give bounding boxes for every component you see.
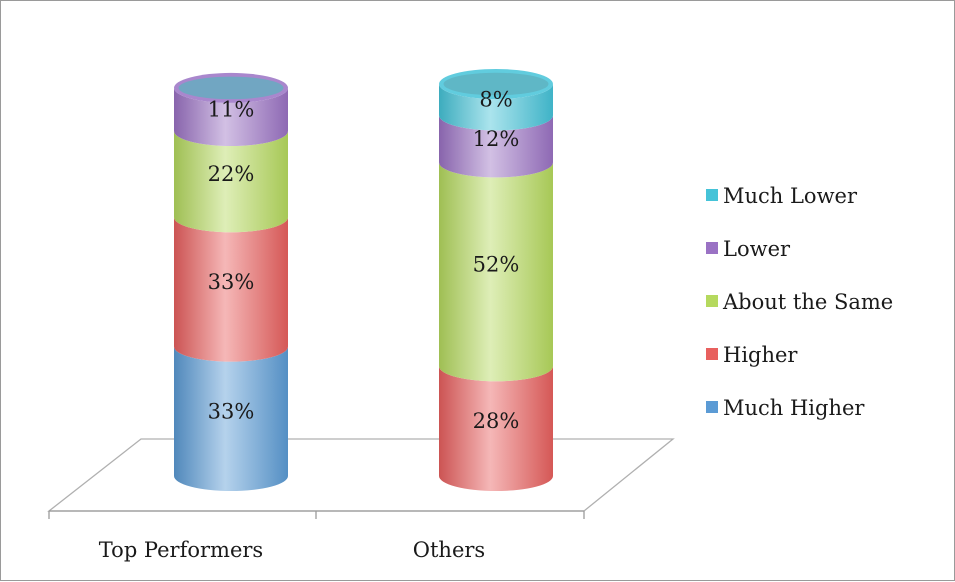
bar-segment-top-performers-about-the-same	[174, 131, 288, 233]
data-label-top-performers-much-higher: 33%	[208, 399, 255, 423]
bar-others	[439, 69, 553, 491]
bar-segment-top-performers-lower	[174, 87, 288, 147]
data-labels-layer: 33% 33% 22% 11% 28% 52% 12% 8%	[208, 88, 520, 433]
data-label-top-performers-higher: 33%	[208, 270, 255, 294]
legend: Much Lower Lower About the Same Higher Much …	[706, 184, 893, 420]
category-label-others: Others	[413, 538, 485, 562]
legend-item-lower: Lower	[706, 237, 791, 261]
legend-item-much-lower: Much Lower	[706, 184, 858, 208]
bar-top-performers	[174, 72, 288, 491]
chart-floor	[47, 438, 675, 519]
legend-swatch-much-higher	[706, 401, 718, 413]
legend-item-much-higher: Much Higher	[706, 396, 865, 420]
bar-top-cap-inner-top-performers	[178, 76, 284, 100]
bar-segment-top-performers-much-higher	[174, 346, 288, 491]
bar-segment-others-higher	[439, 366, 553, 491]
legend-swatch-higher	[706, 348, 718, 360]
bar-segment-others-much-lower	[439, 84, 553, 131]
data-label-others-lower: 12%	[473, 127, 520, 151]
legend-item-about-the-same: About the Same	[706, 290, 893, 314]
legend-label-higher: Higher	[723, 343, 798, 367]
bar-segment-others-lower	[439, 115, 553, 178]
category-axis-labels: Top Performers Others	[99, 538, 485, 562]
data-label-top-performers-lower: 11%	[208, 97, 255, 121]
bar-segment-top-performers-higher	[174, 217, 288, 362]
legend-label-much-lower: Much Lower	[723, 184, 858, 208]
bar-segment-others-about-the-same	[439, 162, 553, 382]
data-label-others-about-the-same: 52%	[473, 252, 520, 276]
floor-plane	[47, 438, 675, 512]
data-label-others-higher: 28%	[473, 409, 520, 433]
legend-swatch-about-the-same	[706, 295, 718, 307]
bar-top-cap-inner-others	[443, 72, 549, 96]
category-label-top-performers: Top Performers	[99, 538, 263, 562]
legend-label-much-higher: Much Higher	[723, 396, 865, 420]
data-label-others-much-lower: 8%	[479, 88, 512, 112]
legend-label-about-the-same: About the Same	[722, 290, 893, 314]
legend-item-higher: Higher	[706, 343, 798, 367]
data-label-top-performers-about-the-same: 22%	[208, 162, 255, 186]
legend-swatch-much-lower	[706, 189, 718, 201]
legend-swatch-lower	[706, 242, 718, 254]
legend-label-lower: Lower	[723, 237, 791, 261]
bars-layer	[174, 69, 553, 491]
